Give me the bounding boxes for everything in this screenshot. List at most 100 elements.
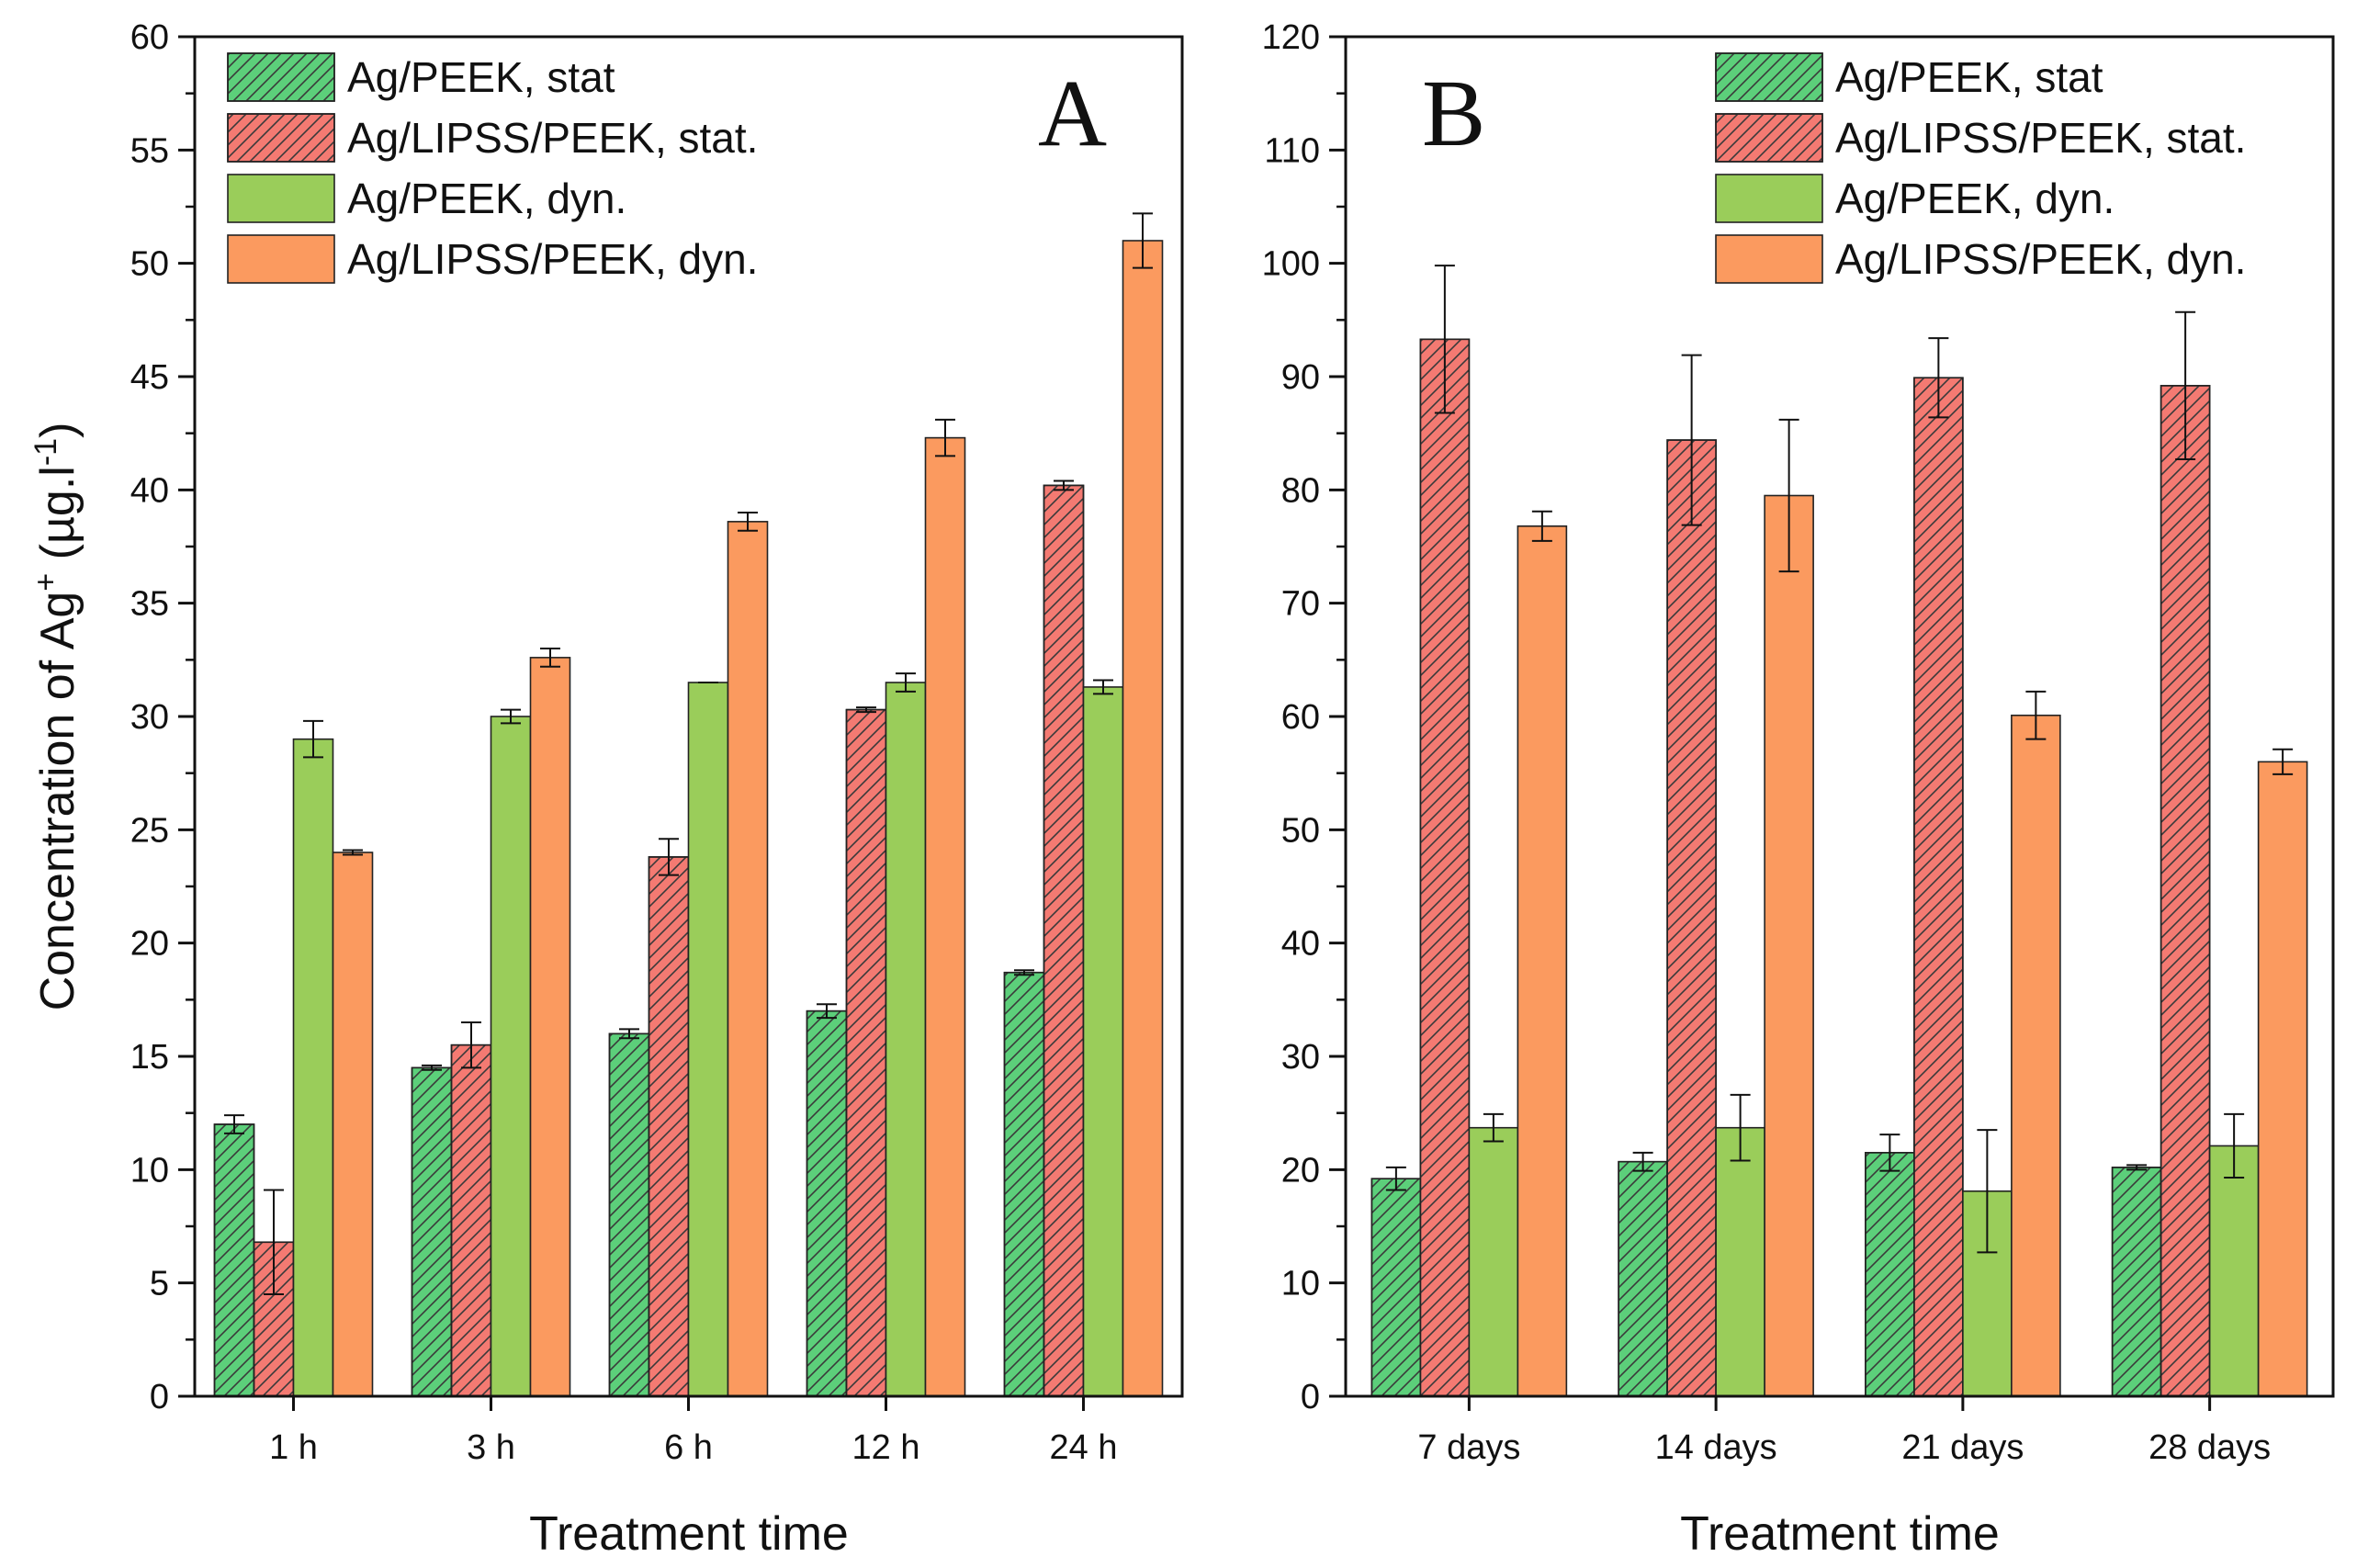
error-bar-dyn_orange-1 bbox=[540, 648, 560, 668]
legend-swatch bbox=[227, 174, 335, 223]
y-tick-label: 60 bbox=[130, 18, 169, 57]
error-bar-stat_red-0 bbox=[264, 1189, 284, 1295]
bar-hatch-stat_green-1 bbox=[411, 1066, 453, 1397]
error-bar-stat_red-2 bbox=[659, 838, 679, 876]
y-tick-label: 0 bbox=[150, 1378, 169, 1416]
y-tick-label: 50 bbox=[130, 245, 169, 284]
y-tick-label: 60 bbox=[1281, 698, 1320, 737]
x-tick-label: 6 h bbox=[664, 1428, 713, 1467]
panel-b-letter: B bbox=[1422, 61, 1485, 166]
y-tick-label: 0 bbox=[1301, 1378, 1320, 1416]
error-bar-stat_green-0 bbox=[224, 1114, 244, 1134]
error-bar-stat_green-2 bbox=[619, 1028, 639, 1040]
error-bar-dyn_green-0 bbox=[1483, 1112, 1504, 1143]
legend-swatch bbox=[227, 234, 335, 284]
bar-dyn_green-1 bbox=[490, 716, 532, 1397]
x-tick-label: 12 h bbox=[852, 1428, 920, 1467]
bar-hatch-stat_red-3 bbox=[845, 708, 887, 1397]
legend-label: Ag/PEEK, dyn. bbox=[347, 175, 626, 222]
error-bar-dyn_green-3 bbox=[2224, 1112, 2245, 1179]
bar-dyn_orange-2 bbox=[727, 521, 769, 1397]
y-tick-label: 40 bbox=[130, 471, 169, 510]
panel-b-y-ticks: 0 10 20 30 40 50 60 70 80 90 100 110 120 bbox=[1262, 18, 1346, 1416]
error-bar-stat_green-1 bbox=[422, 1064, 442, 1071]
y-tick-label: 45 bbox=[130, 358, 169, 397]
legend-swatch-hatch bbox=[1715, 113, 1823, 163]
x-tick-label: 14 days bbox=[1655, 1428, 1777, 1467]
legend-label: Ag/PEEK, stat bbox=[1835, 53, 2103, 101]
error-bar-stat_green-2 bbox=[1879, 1134, 1900, 1172]
legend-item-stat_red: Ag/LIPSS/PEEK, stat. bbox=[227, 113, 758, 163]
panel-b-bars bbox=[1370, 338, 2308, 1397]
error-bar-stat_green-1 bbox=[1632, 1151, 1653, 1172]
y-tick-label: 100 bbox=[1262, 245, 1320, 284]
legend-item-dyn_orange: Ag/LIPSS/PEEK, dyn. bbox=[227, 234, 758, 284]
y-tick-label: 30 bbox=[130, 698, 169, 737]
bar-dyn_green-4 bbox=[1082, 686, 1124, 1397]
bar-hatch-stat_green-2 bbox=[608, 1032, 650, 1397]
legend-item-stat_red: Ag/LIPSS/PEEK, stat. bbox=[1715, 113, 2246, 163]
panel-b-error-bars bbox=[1385, 265, 2294, 1254]
legend-swatch-hatch bbox=[227, 52, 335, 102]
y-tick-label: 110 bbox=[1264, 131, 1320, 170]
legend-swatch-hatch bbox=[1715, 52, 1823, 102]
error-bar-stat_red-2 bbox=[1928, 337, 1949, 419]
error-bar-stat_red-3 bbox=[2175, 310, 2196, 461]
y-tick-label: 20 bbox=[130, 925, 169, 964]
x-tick-label: 1 h bbox=[269, 1428, 318, 1467]
error-bar-dyn_green-4 bbox=[1093, 679, 1113, 695]
y-tick-label: 25 bbox=[130, 811, 169, 850]
x-tick-label: 3 h bbox=[467, 1428, 515, 1467]
bar-hatch-stat_red-4 bbox=[1043, 484, 1085, 1397]
bar-dyn_orange-1 bbox=[1764, 494, 1814, 1397]
panel-b-x-ticks: 7 days 14 days 21 days 28 days bbox=[1417, 1396, 2271, 1467]
legend-swatch bbox=[1715, 174, 1823, 223]
bar-dyn_orange-0 bbox=[1517, 525, 1568, 1397]
legend-item-dyn_green: Ag/PEEK, dyn. bbox=[1715, 174, 2115, 223]
y-tick-label: 20 bbox=[1281, 1151, 1320, 1190]
error-bar-stat_green-3 bbox=[2126, 1164, 2148, 1171]
y-tick-label: 120 bbox=[1262, 18, 1320, 57]
panel-a-bars bbox=[213, 240, 1164, 1397]
y-tick-label: 35 bbox=[130, 585, 169, 624]
legend-swatch-hatch bbox=[227, 113, 335, 163]
error-bar-dyn_green-2 bbox=[1977, 1129, 1998, 1254]
bar-hatch-stat_green-2 bbox=[1865, 1152, 1915, 1397]
bar-hatch-stat_red-3 bbox=[2160, 385, 2211, 1397]
error-bar-dyn_orange-3 bbox=[2272, 748, 2294, 775]
panel-a-x-ticks: 1 h 3 h 6 h 12 h 24 h bbox=[269, 1396, 1117, 1467]
bar-dyn_orange-3 bbox=[2257, 761, 2308, 1397]
panel-a-chart: 0 5 10 15 20 25 30 35 40 45 50 55 60 1 h 3 h 6 h 12 h 24… bbox=[28, 18, 1184, 1561]
panel-a-y-axis-title: Concentration of Ag+ (µg.l-1) bbox=[28, 423, 85, 1011]
bar-dyn_green-0 bbox=[292, 738, 334, 1397]
bar-hatch-stat_red-1 bbox=[450, 1043, 492, 1397]
legend-label: Ag/LIPSS/PEEK, dyn. bbox=[347, 235, 758, 283]
error-bar-dyn_orange-3 bbox=[935, 418, 955, 457]
bar-dyn_orange-0 bbox=[332, 852, 374, 1397]
bar-hatch-stat_red-1 bbox=[1666, 439, 1717, 1397]
bar-hatch-stat_green-1 bbox=[1618, 1160, 1668, 1397]
panel-b-x-axis-title: Treatment time bbox=[1680, 1507, 2000, 1561]
legend-item-dyn_green: Ag/PEEK, dyn. bbox=[227, 174, 626, 223]
bar-hatch-stat_green-4 bbox=[1003, 971, 1045, 1397]
panel-a-letter: A bbox=[1038, 61, 1107, 166]
y-tick-label: 15 bbox=[130, 1038, 169, 1077]
error-bar-stat_red-4 bbox=[1054, 479, 1074, 491]
legend-label: Ag/LIPSS/PEEK, stat. bbox=[1835, 114, 2246, 162]
y-tick-label: 30 bbox=[1281, 1038, 1320, 1077]
y-tick-label: 80 bbox=[1281, 471, 1320, 510]
panel-a-y-ticks: 0 5 10 15 20 25 30 35 40 45 50 55 60 bbox=[130, 18, 195, 1416]
bar-dyn_orange-1 bbox=[529, 657, 571, 1397]
panel-b-legend: Ag/PEEK, stat Ag/LIPSS/PEEK, stat. Ag/PEEK… bbox=[1715, 52, 2246, 284]
legend-label: Ag/LIPSS/PEEK, dyn. bbox=[1835, 235, 2246, 283]
y-tick-label: 90 bbox=[1281, 358, 1320, 397]
legend-item-stat_green: Ag/PEEK, stat bbox=[227, 52, 615, 102]
bar-hatch-stat_red-0 bbox=[1419, 338, 1471, 1397]
legend-item-stat_green: Ag/PEEK, stat bbox=[1715, 52, 2103, 102]
bar-hatch-stat_green-3 bbox=[2111, 1167, 2162, 1397]
error-bar-dyn_green-1 bbox=[501, 708, 521, 725]
error-bar-dyn_green-1 bbox=[1730, 1093, 1751, 1162]
error-bar-stat_green-3 bbox=[817, 1003, 837, 1020]
bar-hatch-stat_red-2 bbox=[1913, 377, 1964, 1397]
